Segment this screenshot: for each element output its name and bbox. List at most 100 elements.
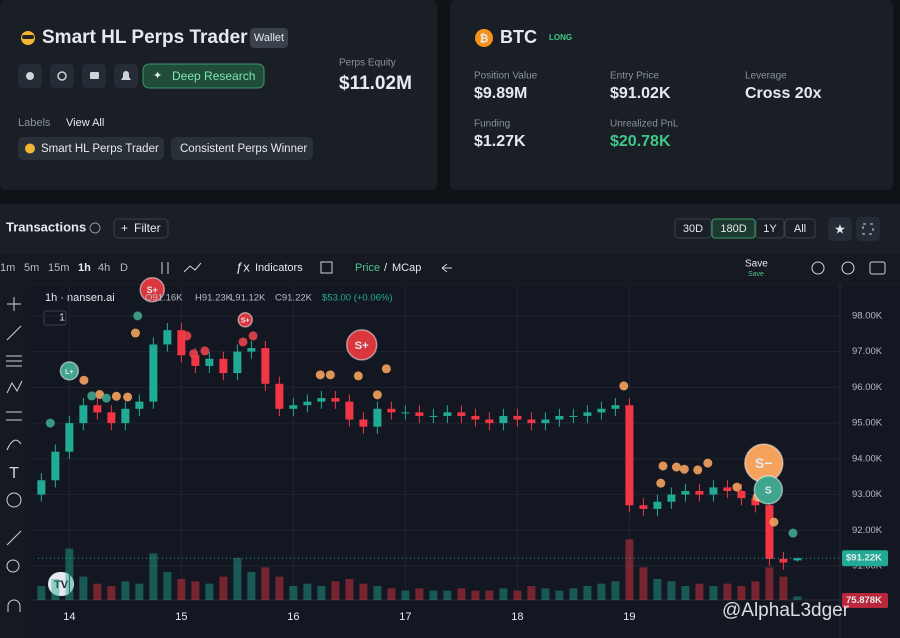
trade-dot — [769, 517, 779, 527]
volume-bar — [583, 586, 592, 600]
candle-body — [737, 490, 746, 499]
volume-bar — [499, 588, 508, 600]
trade-dot — [788, 528, 798, 538]
trade-dot — [238, 337, 248, 347]
transactions-title: Transactions — [6, 219, 86, 234]
candle-body — [79, 405, 88, 424]
volume-bar — [737, 586, 746, 600]
interval-box[interactable] — [43, 310, 67, 326]
save-sub: Save — [748, 271, 764, 278]
field-label: Entry Price — [610, 71, 659, 82]
volume-bar — [723, 583, 732, 600]
settings-icon[interactable] — [841, 261, 855, 275]
camera-icon[interactable] — [869, 261, 886, 275]
save[interactable]: Save — [745, 259, 768, 270]
volume-bar — [205, 583, 214, 600]
candle-body — [51, 451, 60, 481]
candle-body — [569, 415, 578, 417]
range-text: 180D — [720, 223, 746, 235]
trade-dot — [372, 390, 382, 400]
layout-icon[interactable] — [320, 261, 333, 274]
trade-marker[interactable] — [59, 361, 80, 381]
label-chip[interactable] — [171, 137, 313, 160]
legend-value: $53.00 (+0.06%) — [322, 293, 393, 304]
range-button[interactable] — [784, 218, 816, 239]
trader-name: Smart HL Perps Trader — [42, 27, 248, 48]
interval[interactable]: 1h — [78, 262, 91, 274]
field-label: Leverage — [745, 71, 787, 82]
volume-bar — [331, 581, 340, 600]
zoom-icon[interactable] — [811, 261, 825, 275]
range-button[interactable] — [674, 218, 712, 239]
drawing-tools — [0, 285, 30, 638]
volume-bar — [107, 586, 116, 600]
trade-dot — [87, 391, 97, 401]
trade-marker-label: S — [765, 485, 772, 497]
volume-bar — [555, 590, 564, 600]
trade-marker[interactable] — [753, 475, 784, 505]
candle-body — [793, 558, 802, 561]
legend-value: L91.12K — [230, 293, 266, 304]
trade-marker[interactable] — [139, 277, 166, 303]
field-value: $1.27K — [474, 133, 526, 150]
volume-bar — [709, 586, 718, 600]
legend-value: C91.22K — [275, 293, 313, 304]
trade-marker-label: S+ — [147, 285, 158, 295]
chart-type-icons[interactable] — [161, 262, 202, 274]
tool-icons[interactable]: T — [6, 297, 23, 612]
trade-dot — [671, 462, 681, 472]
deep-research-button[interactable] — [142, 63, 265, 89]
interval[interactable]: 15m — [48, 262, 69, 274]
trade-dot — [248, 331, 258, 341]
price-toggle[interactable]: Price — [355, 262, 380, 274]
price-mcap-separator: / — [384, 262, 388, 274]
candle-body — [597, 408, 606, 413]
candle-body — [415, 412, 424, 416]
volume-bar — [541, 588, 550, 600]
candle-body — [205, 358, 214, 366]
trade-marker[interactable] — [345, 329, 378, 361]
tv-logo-text: TV — [54, 579, 69, 591]
action-icons — [18, 64, 138, 88]
position-card — [450, 0, 893, 190]
candle-body — [499, 415, 508, 424]
interval[interactable]: 4h — [98, 262, 110, 274]
range-button[interactable] — [711, 218, 756, 239]
wallet-badge[interactable] — [250, 28, 288, 48]
label-icon — [25, 143, 35, 154]
interval[interactable]: D — [120, 262, 128, 274]
equity-label: Perps Equity — [339, 58, 396, 69]
undo-icon[interactable] — [441, 263, 452, 273]
candle-body — [359, 419, 368, 427]
filter-button[interactable] — [113, 218, 169, 239]
range-button[interactable] — [755, 218, 785, 239]
watermark: @AlphaL3dger — [722, 600, 850, 621]
y-tick-label: 92.00K — [852, 525, 883, 536]
label-chip[interactable] — [18, 137, 164, 160]
volume-bar — [513, 590, 522, 600]
mcap-toggle[interactable]: MCap — [392, 262, 421, 274]
volume-bar — [289, 586, 298, 600]
trade-dot — [111, 391, 121, 401]
trade-marker[interactable] — [237, 312, 253, 328]
interval[interactable]: 1m — [0, 262, 15, 274]
trade-dot — [658, 461, 668, 471]
volume-bar — [429, 590, 438, 600]
volume-bar — [345, 579, 354, 600]
trade-marker-label: S− — [755, 456, 773, 472]
volume-bar — [387, 588, 396, 600]
interval[interactable]: 5m — [24, 262, 39, 274]
expand-button[interactable] — [856, 217, 880, 241]
candle-body — [177, 330, 186, 356]
icon-button[interactable] — [50, 64, 74, 88]
indicators[interactable]: Indicators — [255, 262, 303, 274]
equity-value: $11.02M — [339, 73, 412, 94]
price-tag — [842, 550, 888, 567]
volume-bar — [51, 579, 60, 600]
volume-bar — [177, 579, 186, 600]
trade-dot — [95, 390, 105, 400]
favorite-button[interactable] — [828, 217, 852, 241]
view-all[interactable]: View All — [66, 117, 104, 129]
